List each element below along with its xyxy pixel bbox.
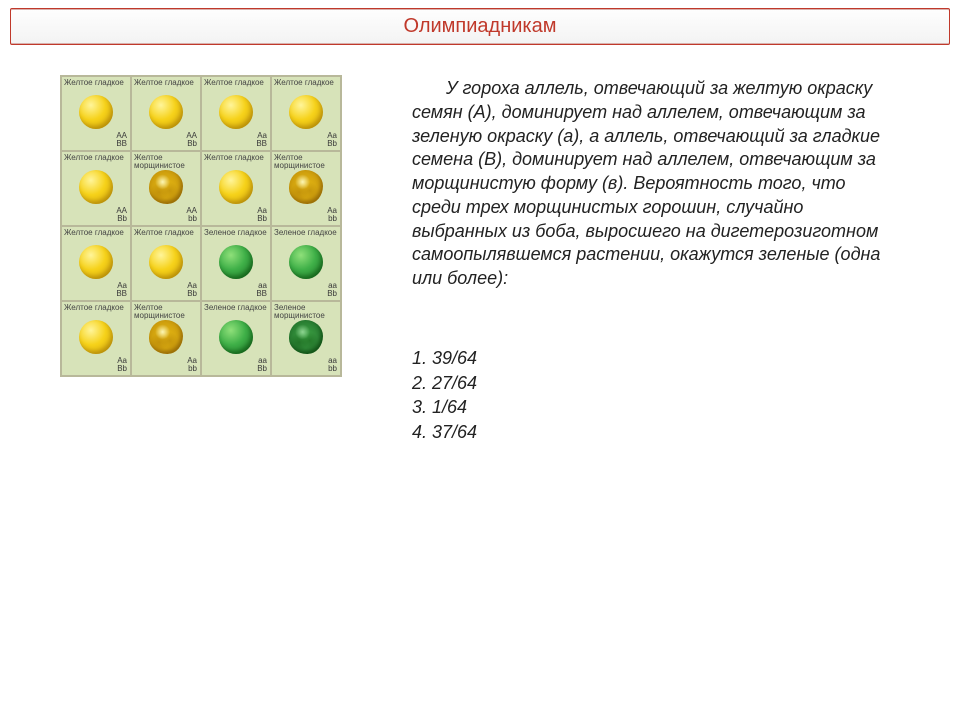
punnett-cell: Желтое морщинистое Aabb	[271, 151, 341, 226]
punnett-cell: Желтое гладкое AaBb	[201, 151, 271, 226]
phenotype-label: Желтое морщинистое	[134, 304, 198, 320]
phenotype-label: Желтое морщинистое	[274, 154, 338, 170]
phenotype-label: Желтое морщинистое	[134, 154, 198, 170]
pea-icon	[132, 320, 200, 354]
genotype-label: aaBB	[256, 282, 267, 298]
genotype-label: aabb	[328, 357, 337, 373]
pea-icon	[272, 170, 340, 204]
genotype-label: AaBB	[116, 282, 127, 298]
genotype-label: AaBb	[257, 207, 267, 223]
punnett-cell: Зеленое морщинистое aabb	[271, 301, 341, 376]
phenotype-label: Зеленое гладкое	[204, 229, 268, 237]
problem-text: У гороха аллель, отвечающий за желтую ок…	[412, 77, 892, 291]
punnett-square: Желтое гладкоеAABBЖелтое гладкоеAABbЖелт…	[60, 75, 342, 445]
phenotype-label: Желтое гладкое	[204, 154, 268, 162]
problem-body: У гороха аллель, отвечающий за желтую ок…	[412, 78, 880, 288]
punnett-cell: Зеленое гладкое aaBb	[201, 301, 271, 376]
genotype-label: Aabb	[327, 207, 337, 223]
punnett-cell: Желтое гладкое AaBb	[61, 301, 131, 376]
pea-icon	[202, 320, 270, 354]
punnett-cell: Желтое гладкое AaBb	[131, 226, 201, 301]
pea-icon	[202, 95, 270, 129]
punnett-cell: Зеленое гладкое aaBB	[201, 226, 271, 301]
genotype-label: AABb	[116, 207, 127, 223]
punnett-cell: Желтое морщинистое AAbb	[131, 151, 201, 226]
genotype-label: AAbb	[186, 207, 197, 223]
punnett-grid: Желтое гладкоеAABBЖелтое гладкоеAABbЖелт…	[60, 75, 342, 377]
pea-icon	[132, 170, 200, 204]
answer-option: 3. 1/64	[412, 395, 930, 420]
genotype-label: AaBb	[187, 282, 197, 298]
pea-icon	[272, 320, 340, 354]
header-bar: Олимпиадникам	[10, 8, 950, 45]
pea-icon	[272, 95, 340, 129]
pea-icon	[62, 320, 130, 354]
punnett-cell: Желтое гладкое AaBB	[201, 76, 271, 151]
punnett-cell: Желтое гладкое AaBb	[271, 76, 341, 151]
phenotype-label: Желтое гладкое	[64, 229, 128, 237]
answer-option: 4. 37/64	[412, 420, 930, 445]
genotype-label: aaBb	[257, 357, 267, 373]
punnett-cell: Желтое гладкое AABb	[61, 151, 131, 226]
pea-icon	[132, 95, 200, 129]
pea-icon	[202, 170, 270, 204]
phenotype-label: Желтое гладкое	[134, 79, 198, 87]
pea-icon	[132, 245, 200, 279]
phenotype-label: Желтое гладкое	[274, 79, 338, 87]
phenotype-label: Желтое гладкое	[134, 229, 198, 237]
phenotype-label: Зеленое морщинистое	[274, 304, 338, 320]
genotype-label: AaBb	[117, 357, 127, 373]
phenotype-label: Желтое гладкое	[64, 79, 128, 87]
pea-icon	[202, 245, 270, 279]
right-column: У гороха аллель, отвечающий за желтую ок…	[342, 75, 930, 445]
page-title: Олимпиадникам	[404, 15, 557, 37]
phenotype-label: Желтое гладкое	[204, 79, 268, 87]
genotype-label: Aabb	[187, 357, 197, 373]
answer-option: 2. 27/64	[412, 371, 930, 396]
genotype-label: AABB	[116, 132, 127, 148]
phenotype-label: Зеленое гладкое	[274, 229, 338, 237]
pea-icon	[62, 170, 130, 204]
punnett-cell: Желтое гладкое AABB	[61, 76, 131, 151]
punnett-cell: Желтое гладкое AABb	[131, 76, 201, 151]
pea-icon	[62, 245, 130, 279]
genotype-label: aaBb	[327, 282, 337, 298]
punnett-cell: Желтое гладкое AaBB	[61, 226, 131, 301]
phenotype-label: Зеленое гладкое	[204, 304, 268, 312]
content-area: Желтое гладкоеAABBЖелтое гладкоеAABbЖелт…	[0, 45, 960, 445]
pea-icon	[272, 245, 340, 279]
answer-option: 1. 39/64	[412, 346, 930, 371]
pea-icon	[62, 95, 130, 129]
answer-list: 1. 39/64 2. 27/64 3. 1/64 4. 37/64	[412, 346, 930, 445]
punnett-cell: Желтое морщинистое Aabb	[131, 301, 201, 376]
genotype-label: AaBb	[327, 132, 337, 148]
genotype-label: AaBB	[256, 132, 267, 148]
genotype-label: AABb	[186, 132, 197, 148]
phenotype-label: Желтое гладкое	[64, 154, 128, 162]
phenotype-label: Желтое гладкое	[64, 304, 128, 312]
punnett-cell: Зеленое гладкое aaBb	[271, 226, 341, 301]
